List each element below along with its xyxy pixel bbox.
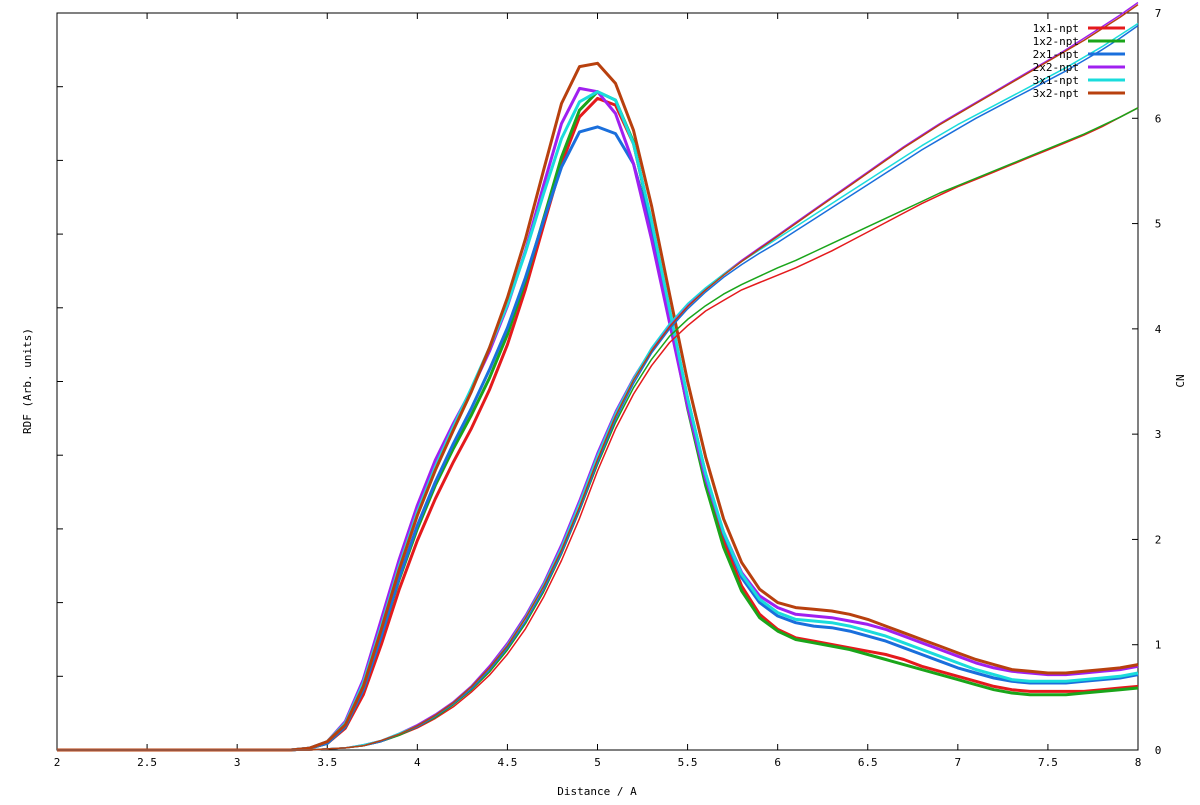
x-tick-label: 8 (1135, 756, 1142, 769)
x-tick-label: 7 (955, 756, 962, 769)
legend-label: 1x1-npt (1033, 22, 1079, 35)
left-axis-label: RDF (Arb. units) (21, 328, 34, 434)
x-tick-label: 4.5 (497, 756, 517, 769)
cn-line-3x2-npt (57, 3, 1139, 751)
legend: 1x1-npt1x2-npt2x1-npt2x2-npt3x1-npt3x2-n… (1033, 22, 1125, 100)
x-tick-label: 6 (774, 756, 781, 769)
rdf-line-3x2-npt (57, 61, 1139, 752)
right-axis-ticks: 0 1 2 3 4 5 6 7 (1132, 7, 1162, 757)
x-tick-label: 3 (234, 756, 241, 769)
legend-label: 2x1-npt (1033, 48, 1079, 61)
cn-line-2x1-npt (57, 24, 1139, 751)
cn-line-3x1-npt (57, 22, 1139, 751)
x-tick-label: 3.5 (317, 756, 337, 769)
legend-label: 1x2-npt (1033, 35, 1079, 48)
rdf-line-1x2-npt (57, 90, 1139, 752)
legend-label: 2x2-npt (1033, 61, 1079, 74)
right-tick-label: 3 (1155, 428, 1162, 441)
x-tick-label: 6.5 (858, 756, 878, 769)
plot-frame (56, 12, 1139, 751)
right-axis-label: CN (1174, 374, 1187, 387)
x-axis-label: Distance / A (557, 785, 637, 798)
rdf-line-2x2-npt (57, 86, 1139, 752)
legend-label: 3x2-npt (1033, 87, 1079, 100)
x-tick-label: 5.5 (678, 756, 698, 769)
x-tick-label: 2.5 (137, 756, 157, 769)
cn-line-1x1-npt (57, 107, 1139, 751)
left-axis-ticks (57, 86, 63, 677)
right-tick-label: 2 (1155, 533, 1162, 546)
right-tick-label: 6 (1155, 112, 1162, 125)
x-tick-label: 4 (414, 756, 421, 769)
right-tick-label: 7 (1155, 7, 1162, 20)
right-tick-label: 4 (1155, 323, 1162, 336)
rdf-line-1x1-npt (57, 96, 1139, 752)
legend-label: 3x1-npt (1033, 74, 1079, 87)
x-tick-label: 2 (54, 756, 61, 769)
rdf-line-3x1-npt (57, 90, 1139, 752)
rdf-line-2x1-npt (57, 125, 1139, 752)
right-tick-label: 0 (1155, 744, 1162, 757)
x-tick-label: 5 (594, 756, 601, 769)
right-tick-label: 1 (1155, 639, 1162, 652)
series-layer (57, 1, 1139, 752)
right-tick-label: 5 (1155, 218, 1162, 231)
cn-line-1x2-npt (57, 107, 1139, 751)
cn-line-2x2-npt (57, 1, 1139, 751)
x-axis-ticks: 2 2.5 3 3.5 4 4.5 5 5.5 6 6.5 7 7.5 8 (54, 13, 1142, 769)
x-tick-label: 7.5 (1038, 756, 1058, 769)
